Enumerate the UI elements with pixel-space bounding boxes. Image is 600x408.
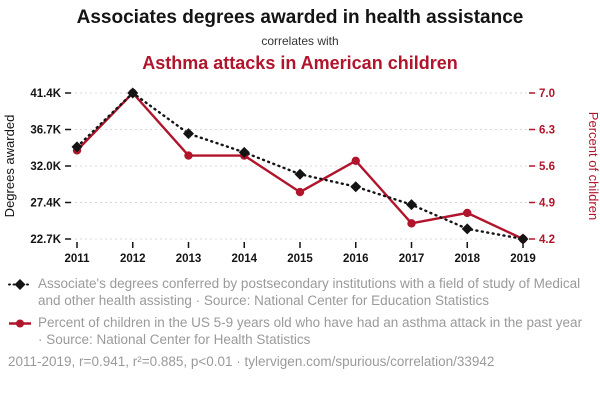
legend-text-asthma: Percent of children in the US 5-9 years … (38, 315, 583, 347)
chart-title-secondary: Asthma attacks in American children (142, 53, 458, 73)
data-point-diamond (406, 199, 417, 211)
x-tick-label: 2018 (454, 253, 480, 265)
legend-item-degrees: Associate's degrees conferred by postsec… (8, 275, 590, 309)
chart-title: Associates degrees awarded in health ass… (76, 7, 524, 28)
right-tick-label: 4.9 (539, 198, 555, 210)
legend-diamond-marker (14, 279, 26, 290)
data-point-diamond (517, 233, 529, 245)
right-axis-title: Percent of children (586, 112, 600, 220)
left-tick-label: 36.7K (30, 125, 61, 137)
data-point-diamond (183, 128, 194, 140)
right-tick-label: 5.6 (539, 161, 555, 173)
legend-text-degrees: Associate's degrees conferred by postsec… (38, 276, 581, 308)
right-tick-label: 6.3 (539, 125, 555, 137)
chart-subtitle: correlates with (261, 34, 339, 48)
line-chart: 22.7K 4.2 27.4K 4.9 32.0K 5.6 36.7K 6.3 41.4K 7.0… (2, 87, 600, 265)
black-dotted-diamond-icon (8, 279, 32, 290)
data-point-circle (407, 219, 416, 228)
right-tick-label: 7.0 (539, 88, 555, 100)
data-point-circle (184, 151, 193, 160)
left-tick-label: 22.7K (30, 234, 61, 246)
data-point-diamond (294, 168, 306, 180)
x-tick-label: 2015 (287, 253, 313, 265)
gridlines (65, 92, 537, 240)
x-tick-label: 2017 (399, 253, 425, 265)
data-point-diamond (71, 141, 83, 153)
red-line-circle-icon (9, 319, 31, 328)
right-tick-label: 4.2 (539, 234, 555, 246)
x-tick-label: 2019 (510, 253, 536, 265)
data-point-diamond (127, 87, 139, 99)
data-series (71, 87, 529, 245)
x-tick-label: 2011 (65, 253, 91, 265)
x-tick-label: 2016 (343, 253, 369, 265)
chart-header: Associates degrees awarded in health ass… (0, 0, 600, 74)
data-point-diamond (238, 146, 250, 158)
x-tick-label: 2013 (176, 253, 202, 265)
legend-item-asthma: Percent of children in the US 5-9 years … (8, 314, 590, 348)
data-point-diamond (461, 223, 473, 235)
data-point-diamond (350, 181, 362, 193)
x-tick-label: 2014 (231, 253, 257, 265)
data-point-circle (295, 187, 305, 197)
data-point-circle (463, 208, 472, 218)
left-tick-label: 27.4K (30, 198, 61, 210)
x-tick-label: 2012 (120, 253, 146, 265)
left-tick-label: 32.0K (30, 161, 61, 173)
stats-footer: 2011-2019, r=0.941, r²=0.885, p<0.01 · t… (8, 354, 495, 369)
left-tick-label: 41.4K (30, 88, 61, 100)
left-axis-title: Degrees awarded (2, 115, 17, 218)
axis-ticks-and-labels: 22.7K 4.2 27.4K 4.9 32.0K 5.6 36.7K 6.3 41.4K 7.0… (30, 88, 555, 265)
legend: Associate's degrees conferred by postsec… (0, 269, 600, 370)
data-point-circle (351, 156, 360, 165)
legend-circle-marker (16, 319, 24, 328)
